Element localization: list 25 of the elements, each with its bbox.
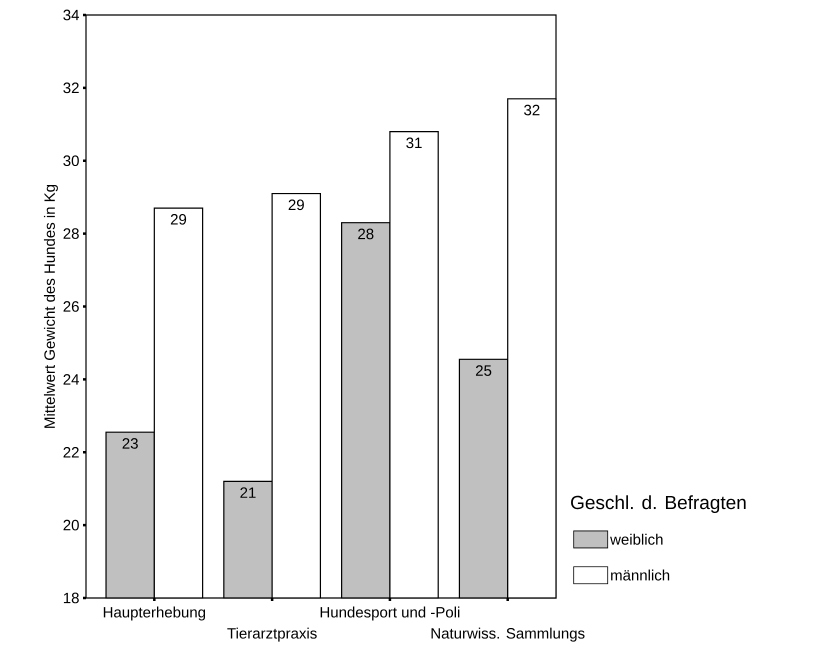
y-tick-label: 30 — [63, 155, 79, 166]
y-axis-title: Mittelwert Gewicht des Hundes in Kg — [44, 184, 58, 428]
y-tick-label: 26 — [64, 301, 79, 312]
y-tick-label: 32 — [63, 82, 79, 94]
data-label: 32 — [524, 104, 540, 116]
y-tick-label: 22 — [64, 447, 79, 458]
y-tick-label: 28 — [64, 228, 79, 239]
data-label: 29 — [170, 214, 186, 225]
y-tick-label: 18 — [64, 592, 79, 604]
data-label: 29 — [288, 199, 304, 210]
x-tick-label: Hundesport und -Poli — [320, 606, 460, 621]
x-tick-label: Haupterhebung — [104, 606, 206, 621]
x-tick-label: Tierarztpraxis — [227, 628, 317, 642]
y-tick-label: 20 — [64, 520, 79, 530]
data-label: 23 — [122, 438, 138, 449]
data-label: 25 — [476, 365, 492, 376]
y-tick-label: 24 — [64, 374, 80, 385]
legend-label: männlich — [611, 570, 670, 581]
data-label: 28 — [358, 228, 374, 240]
legend-title: Geschl. d. Befragten — [571, 495, 746, 513]
data-label: 21 — [240, 487, 256, 498]
data-label: 31 — [406, 138, 422, 148]
x-tick-label: Naturwiss. Sammlungs — [432, 628, 585, 642]
y-tick-label: 34 — [63, 10, 80, 20]
legend-label: weiblich — [610, 534, 662, 545]
